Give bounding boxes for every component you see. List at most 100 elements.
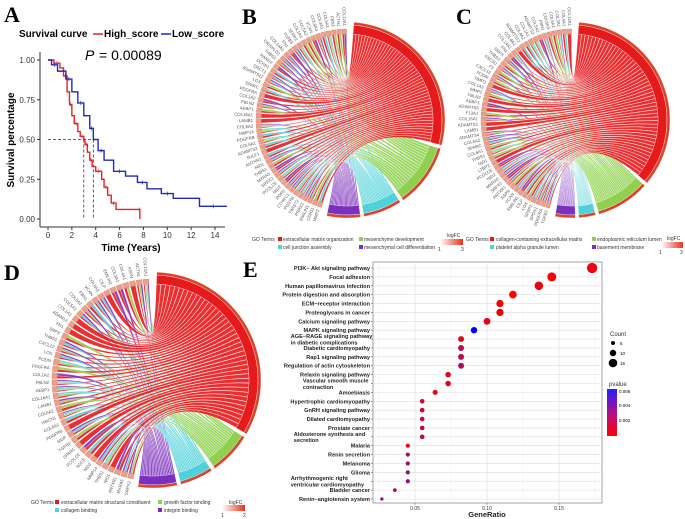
y-tick-label: 1.00 — [19, 56, 35, 65]
gene-label: COL6A1 — [43, 422, 61, 434]
term-logfc-band — [137, 482, 178, 489]
gene-label: SULF1 — [246, 151, 261, 161]
logfc-title: logFC — [667, 236, 681, 242]
gene-sector — [257, 96, 264, 103]
gene-label: MMP2 — [312, 208, 321, 222]
gene-label: COL6A2 — [237, 124, 254, 130]
pathway-dot — [419, 416, 425, 422]
pathway-dot — [405, 470, 410, 475]
pathway-label: Glioma — [351, 470, 371, 476]
chord-ribbon — [57, 387, 223, 449]
gene-sector — [279, 55, 287, 63]
gene-sector — [536, 34, 544, 41]
gene-sector — [52, 386, 58, 393]
survival-plot: Survival curve High_score Low_score P = … — [6, 29, 227, 254]
pathway-label: Dilated cardiomyopathy — [307, 417, 371, 423]
gene-label: ASPN — [127, 266, 134, 278]
gene-label: NID1 — [477, 158, 489, 167]
logfc-colorbar — [440, 239, 463, 245]
term-label: growth factor binding — [164, 500, 211, 506]
y-axis-title: Survival percentage — [6, 92, 17, 187]
pathway-dot — [405, 461, 410, 466]
term-swatch — [55, 500, 59, 504]
x-tick-label: 12 — [187, 231, 196, 240]
gene-label: NID1 — [102, 473, 111, 485]
gene-sector — [306, 197, 314, 204]
gene-sector — [509, 182, 517, 190]
gene-sector — [265, 158, 273, 165]
gene-sector — [482, 136, 489, 143]
logfc-min: 1 — [221, 513, 224, 519]
chord-ribbon — [486, 130, 568, 206]
chord-ribbon — [76, 378, 250, 441]
pvalue-legend-label: 0.002 — [619, 418, 631, 423]
chord-ribbon — [90, 390, 249, 455]
x-tick-label: 14 — [211, 231, 220, 240]
chord-ribbon — [78, 382, 250, 446]
pathway-label-line: Vascular smooth muscle — [303, 379, 369, 385]
pathway-label: Arrhythmogenic right ventricular cardiomy… — [291, 476, 365, 488]
legend-c-title: GO Terms — [466, 237, 489, 243]
pathway-dot — [470, 326, 478, 334]
gene-sector — [53, 358, 60, 366]
chord-ribbon — [87, 308, 166, 476]
plot-frame — [372, 261, 603, 504]
gene-label: FBLN2 — [36, 380, 50, 385]
gene-sector — [502, 175, 510, 183]
gene-sector — [532, 36, 539, 43]
term-label: mesenchyme development — [364, 237, 424, 243]
x-tick-label: 0.15 — [554, 506, 564, 512]
chord-ribbon — [487, 102, 569, 207]
gene-sector — [122, 281, 130, 289]
low-score-curve — [48, 59, 227, 207]
chord-ribbon — [486, 84, 652, 114]
gene-sector — [89, 454, 98, 463]
pathway-dot — [405, 479, 410, 484]
gene-label: PDGFRB — [237, 135, 256, 143]
gene-label: PODN — [38, 356, 51, 363]
x-tick-label: 0.05 — [410, 506, 420, 512]
gene-label: COL6A2 — [464, 137, 482, 146]
gene-label: THBS1 — [94, 469, 105, 484]
gene-label: VCAN — [83, 284, 94, 297]
gene-sector — [300, 39, 308, 47]
gene-label: COL6A1 — [239, 140, 257, 149]
gene-label: COL16A1 — [234, 111, 254, 117]
median-guide-lines — [48, 139, 94, 219]
gene-label: THBS1 — [253, 166, 268, 178]
chord-ribbon — [261, 127, 381, 200]
gene-sector — [120, 470, 128, 478]
y-tick-label: 0.50 — [19, 136, 35, 145]
gene-label: LAMB1 — [239, 118, 254, 123]
pathway-label: PI3K− Akt signaling pathway — [294, 266, 371, 272]
gene-sector — [500, 60, 508, 68]
gene-sector — [55, 405, 63, 414]
term-logfc-band — [353, 22, 446, 146]
term-swatch — [359, 237, 363, 241]
gene-label: EMILIN1 — [298, 204, 310, 222]
gene-sector — [257, 133, 264, 140]
gene-sector — [494, 68, 502, 76]
pvalue-legend-label: 0.004 — [619, 403, 631, 408]
gene-sector — [258, 138, 265, 145]
gene-label: NID2 — [272, 184, 283, 195]
pathway-label: Regulation of actin cytoskeleton — [284, 364, 371, 370]
gene-label: FN1 — [281, 39, 290, 49]
gene-sector — [487, 81, 495, 89]
gene-label: MGP — [56, 435, 67, 445]
gene-label: FN1 — [55, 321, 65, 330]
chord-ribbon — [103, 296, 169, 476]
gene-sector — [256, 107, 262, 113]
gene-label: LOX — [252, 77, 262, 85]
gene-label: SGCE — [75, 457, 87, 470]
term-swatch — [359, 245, 363, 249]
gene-label: NID1 — [254, 161, 266, 170]
legend-c: GO Terms collagen-containing extracellul… — [466, 236, 683, 256]
gene-sector — [263, 153, 270, 160]
gene-sector — [481, 106, 488, 112]
chord-ribbon — [485, 94, 656, 127]
pathway-label: ECM−receptor interaction — [302, 302, 371, 308]
pathway-dot — [496, 308, 504, 317]
gene-label: ADAMTS5 — [458, 103, 479, 111]
chord-ribbon — [123, 285, 175, 334]
